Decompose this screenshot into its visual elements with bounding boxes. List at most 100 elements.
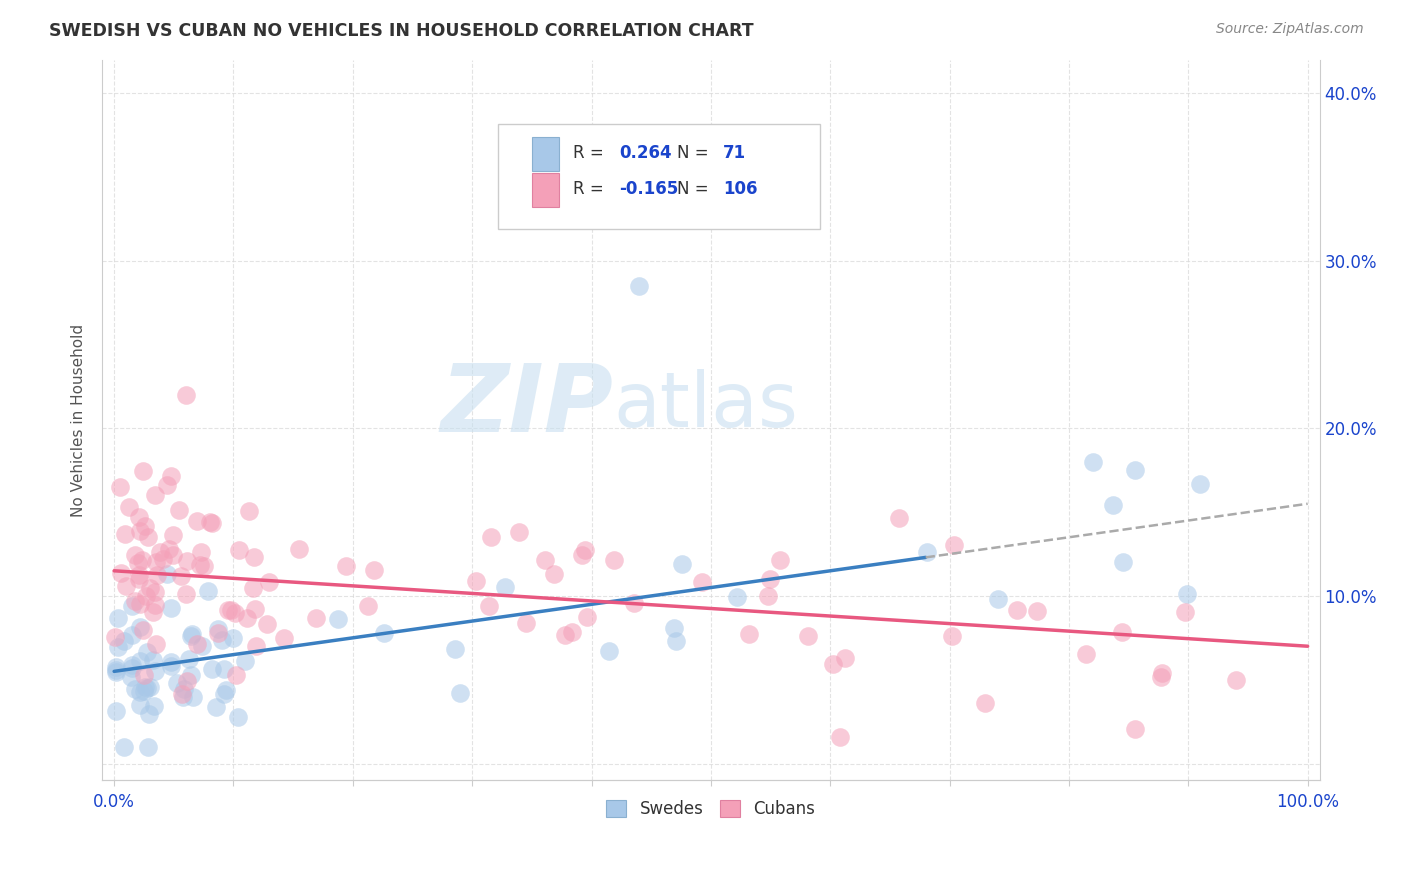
Point [664,621,686,635]
Point [205,700,228,714]
Point [172,690,194,704]
Point [225,668,247,682]
Point [201,662,224,676]
Point [212,687,235,701]
Point [198,515,221,529]
Point [478,599,501,614]
Point [233,654,256,668]
Point [574,543,596,558]
Point [737,627,759,641]
Point [1074,647,1097,661]
Point [112,739,135,754]
Text: N =: N = [676,180,709,198]
Point [174,586,197,600]
Point [821,657,844,672]
Point [335,559,357,574]
Point [129,698,152,713]
Point [222,632,245,646]
Point [363,563,385,577]
Point [181,626,204,640]
Point [190,545,212,559]
Point [197,583,219,598]
Point [725,590,748,604]
Point [160,655,183,669]
Point [142,605,165,619]
Point [479,530,502,544]
Point [665,634,688,648]
Point [160,600,183,615]
Text: 71: 71 [723,145,747,162]
Point [917,544,939,558]
Text: R =: R = [574,145,605,162]
Point [176,554,198,568]
Point [373,626,395,640]
Point [149,545,172,559]
Point [128,597,150,611]
Point [508,525,530,540]
Text: Source: ZipAtlas.com: Source: ZipAtlas.com [1216,22,1364,37]
Point [759,573,782,587]
FancyBboxPatch shape [531,173,558,207]
Point [120,670,142,684]
Point [128,510,150,524]
Point [186,637,208,651]
Point [1175,587,1198,601]
Point [887,510,910,524]
Point [105,665,128,679]
Point [174,388,197,402]
Point [243,602,266,616]
Point [256,617,278,632]
Point [115,579,138,593]
Text: 0.264: 0.264 [620,145,672,162]
Point [166,675,188,690]
Point [134,683,156,698]
Legend: Swedes, Cubans: Swedes, Cubans [598,791,824,826]
Point [238,504,260,518]
Point [575,610,598,624]
Text: atlas: atlas [613,368,799,442]
Point [128,685,150,699]
Point [121,599,143,614]
Point [156,567,179,582]
Point [114,526,136,541]
Point [287,541,309,556]
Y-axis label: No Vehicles in Household: No Vehicles in Household [72,324,86,516]
Point [145,555,167,569]
Point [104,704,127,718]
Point [1152,665,1174,680]
Point [105,660,128,674]
Point [245,639,267,653]
Point [143,488,166,502]
Text: ZIP: ZIP [440,359,613,451]
Point [1025,604,1047,618]
Point [176,674,198,689]
Point [1081,455,1104,469]
Point [139,581,162,595]
Point [797,629,820,643]
Point [1123,463,1146,477]
Point [561,624,583,639]
Point [143,599,166,613]
Point [128,572,150,586]
Point [132,667,155,681]
Point [105,663,128,677]
Point [136,739,159,754]
Point [328,612,350,626]
Point [598,644,620,658]
Point [138,707,160,722]
Point [157,542,180,557]
Point [226,709,249,723]
Point [235,611,257,625]
Point [132,465,155,479]
Point [228,542,250,557]
Point [449,686,471,700]
Point [169,568,191,582]
Point [259,575,281,590]
Point [769,553,792,567]
Point [533,553,555,567]
Point [107,611,129,625]
Point [186,514,208,528]
Point [1112,555,1135,569]
Point [138,530,160,544]
Point [121,628,143,642]
